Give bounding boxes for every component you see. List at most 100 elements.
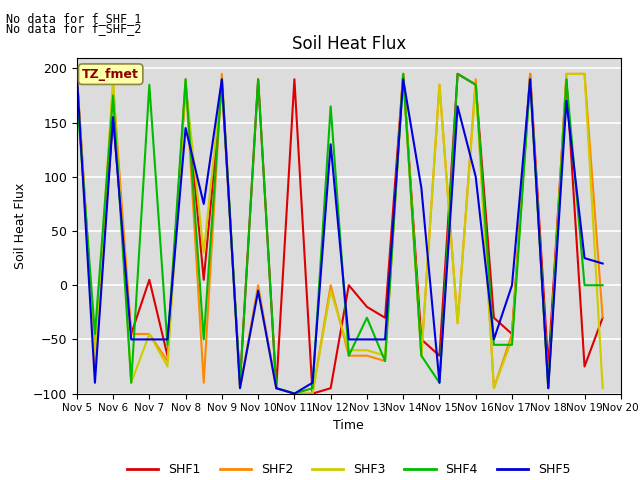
SHF2 bbox=[327, 282, 335, 288]
SHF2 bbox=[490, 385, 498, 391]
SHF4 bbox=[200, 336, 207, 342]
SHF4 bbox=[273, 385, 280, 391]
SHF1 bbox=[308, 391, 316, 396]
SHF4 bbox=[399, 71, 407, 77]
SHF3 bbox=[127, 380, 135, 385]
SHF4 bbox=[363, 315, 371, 321]
SHF2 bbox=[273, 385, 280, 391]
SHF4 bbox=[164, 342, 172, 348]
SHF5 bbox=[182, 125, 189, 131]
SHF5 bbox=[145, 336, 153, 342]
SHF5 bbox=[109, 114, 117, 120]
SHF5 bbox=[273, 385, 280, 391]
SHF4 bbox=[145, 82, 153, 87]
SHF2 bbox=[526, 71, 534, 77]
SHF3 bbox=[399, 71, 407, 77]
Text: No data for f_SHF_2: No data for f_SHF_2 bbox=[6, 22, 142, 35]
SHF2 bbox=[599, 315, 607, 321]
SHF2 bbox=[218, 71, 226, 77]
SHF3 bbox=[599, 385, 607, 391]
SHF2 bbox=[345, 353, 353, 359]
SHF4 bbox=[73, 93, 81, 98]
SHF2 bbox=[563, 71, 570, 77]
SHF3 bbox=[363, 348, 371, 353]
SHF5 bbox=[73, 71, 81, 77]
SHF1 bbox=[327, 385, 335, 391]
SHF1 bbox=[580, 364, 588, 370]
SHF5 bbox=[472, 174, 479, 180]
SHF3 bbox=[73, 71, 81, 77]
SHF4 bbox=[291, 391, 298, 396]
SHF5 bbox=[127, 336, 135, 342]
SHF5 bbox=[545, 385, 552, 391]
SHF3 bbox=[545, 385, 552, 391]
SHF1 bbox=[273, 385, 280, 391]
SHF4 bbox=[563, 76, 570, 82]
SHF1 bbox=[91, 353, 99, 359]
SHF4 bbox=[490, 342, 498, 348]
SHF3 bbox=[200, 250, 207, 255]
SHF5 bbox=[508, 282, 516, 288]
SHF3 bbox=[218, 76, 226, 82]
SHF5 bbox=[381, 336, 389, 342]
SHF2 bbox=[580, 71, 588, 77]
SHF5 bbox=[563, 98, 570, 104]
SHF5 bbox=[291, 391, 298, 396]
SHF1 bbox=[182, 82, 189, 87]
SHF1 bbox=[200, 277, 207, 283]
SHF5 bbox=[164, 336, 172, 342]
SHF4 bbox=[218, 76, 226, 82]
SHF3 bbox=[563, 71, 570, 77]
SHF1 bbox=[127, 331, 135, 337]
Text: TZ_fmet: TZ_fmet bbox=[82, 68, 139, 81]
SHF3 bbox=[454, 320, 461, 326]
SHF5 bbox=[254, 288, 262, 293]
SHF1 bbox=[417, 336, 425, 342]
Line: SHF5: SHF5 bbox=[77, 74, 603, 394]
SHF1 bbox=[399, 71, 407, 77]
SHF4 bbox=[580, 282, 588, 288]
SHF5 bbox=[91, 380, 99, 385]
SHF5 bbox=[417, 185, 425, 191]
Legend: SHF1, SHF2, SHF3, SHF4, SHF5: SHF1, SHF2, SHF3, SHF4, SHF5 bbox=[122, 458, 575, 480]
SHF5 bbox=[218, 76, 226, 82]
Title: Soil Heat Flux: Soil Heat Flux bbox=[292, 35, 406, 53]
SHF4 bbox=[182, 76, 189, 82]
SHF1 bbox=[436, 353, 444, 359]
SHF1 bbox=[472, 82, 479, 87]
SHF4 bbox=[91, 331, 99, 337]
SHF5 bbox=[580, 255, 588, 261]
SHF5 bbox=[327, 142, 335, 147]
SHF4 bbox=[327, 104, 335, 109]
SHF5 bbox=[345, 336, 353, 342]
SHF4 bbox=[599, 282, 607, 288]
SHF1 bbox=[254, 76, 262, 82]
SHF5 bbox=[308, 380, 316, 385]
SHF2 bbox=[91, 364, 99, 370]
SHF3 bbox=[182, 82, 189, 87]
Line: SHF3: SHF3 bbox=[77, 74, 603, 394]
SHF4 bbox=[454, 71, 461, 77]
SHF2 bbox=[436, 82, 444, 87]
SHF4 bbox=[109, 93, 117, 98]
SHF5 bbox=[599, 261, 607, 266]
SHF1 bbox=[545, 364, 552, 370]
SHF2 bbox=[454, 320, 461, 326]
SHF3 bbox=[490, 385, 498, 391]
SHF3 bbox=[164, 364, 172, 370]
SHF2 bbox=[417, 353, 425, 359]
Line: SHF1: SHF1 bbox=[77, 74, 603, 394]
X-axis label: Time: Time bbox=[333, 419, 364, 432]
SHF2 bbox=[363, 353, 371, 359]
SHF3 bbox=[472, 82, 479, 87]
SHF5 bbox=[526, 76, 534, 82]
SHF2 bbox=[308, 391, 316, 396]
SHF4 bbox=[545, 385, 552, 391]
SHF1 bbox=[381, 315, 389, 321]
SHF2 bbox=[127, 331, 135, 337]
SHF3 bbox=[308, 391, 316, 396]
SHF1 bbox=[526, 71, 534, 77]
SHF4 bbox=[254, 76, 262, 82]
SHF3 bbox=[381, 353, 389, 359]
SHF3 bbox=[91, 353, 99, 359]
